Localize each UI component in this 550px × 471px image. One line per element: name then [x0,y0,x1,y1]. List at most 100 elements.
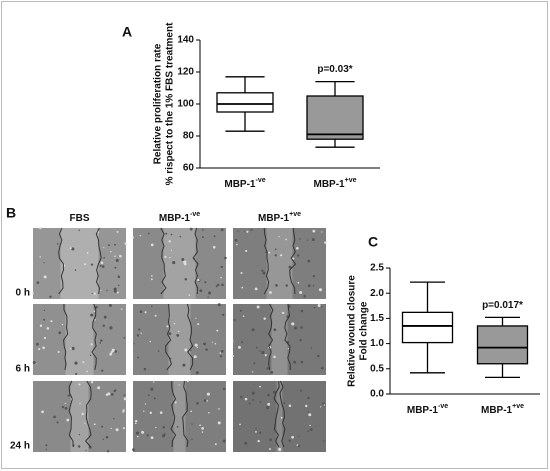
cell [67,394,70,397]
wound-edge [95,227,102,295]
cell [43,318,46,321]
cell [215,285,218,288]
cell [38,226,42,230]
cell [266,367,269,370]
cell [122,410,125,413]
cell [105,435,109,439]
cell [43,309,46,311]
x-tick-label-superscript: +ve [345,177,357,184]
cell [281,311,285,315]
cell [252,398,255,401]
cell [110,250,112,253]
cell [151,305,153,308]
cell [114,350,118,353]
cell [246,230,249,233]
cell [256,305,260,309]
cell [182,363,186,367]
cell [135,419,138,423]
cell [251,328,255,332]
cell [197,278,200,282]
cell [113,389,116,393]
cell [114,255,116,258]
cell [116,230,119,233]
cell [32,361,36,365]
cell [255,346,258,349]
cell [295,246,299,250]
cell [162,425,166,429]
cell [291,322,295,326]
cell [267,402,271,406]
wound-edge [84,380,92,448]
cell [115,428,119,432]
cell [240,272,243,275]
cell [144,403,147,405]
cell [91,292,93,295]
x-tick-label-text: MBP-1 [224,179,256,190]
cell [150,436,154,440]
x-tick-label: MBP-1+ve [481,403,524,416]
cell [297,444,301,448]
cell [193,355,197,359]
column-label: FBS [70,213,90,224]
cell [119,254,122,258]
cell [149,340,151,343]
cell [191,423,193,425]
cell [203,399,207,403]
column-label-text: MBP-1 [159,213,191,224]
cell [120,308,123,310]
cell [144,311,147,314]
cell [320,306,323,308]
cell [239,423,241,426]
cell [240,395,243,399]
cell [101,369,104,372]
cell [205,348,208,351]
cell [188,294,191,296]
cell [296,254,300,257]
cell [219,352,222,354]
cell [220,349,224,353]
x-tick-label-text: MBP-1 [481,405,513,416]
cell [323,440,325,442]
cell [110,393,114,396]
cell [103,315,107,319]
cell [90,343,93,346]
cell [106,289,108,292]
cell [42,346,45,350]
y-axis-label: Relative wound closure [347,275,358,387]
cell [259,385,261,388]
cell [84,422,86,424]
cell [114,266,117,269]
cell [254,287,258,291]
wound-edge [63,303,69,371]
cell [86,251,89,254]
cell [234,238,238,242]
cell [132,236,135,239]
cell [43,275,47,279]
cell [159,411,163,414]
cell [195,371,199,375]
cell [57,350,60,354]
cell [132,448,135,451]
cell [206,392,210,396]
cell [165,232,168,235]
cell [257,439,260,443]
cell [189,227,193,231]
cell [138,328,141,331]
y-tick-label: 60 [183,163,195,174]
cell [123,336,126,339]
cell [242,315,245,318]
cell [184,348,188,352]
cell [123,397,127,401]
cell [147,394,150,397]
cell [161,434,165,438]
cell [46,327,50,330]
cell [116,291,119,294]
cell [237,230,239,232]
panel-label: A [122,24,132,40]
cell [101,425,104,428]
annotation: p=0.017* [482,300,523,311]
cell [204,281,207,284]
wound-gap [168,304,191,375]
cell [139,310,142,312]
cell [253,362,256,365]
